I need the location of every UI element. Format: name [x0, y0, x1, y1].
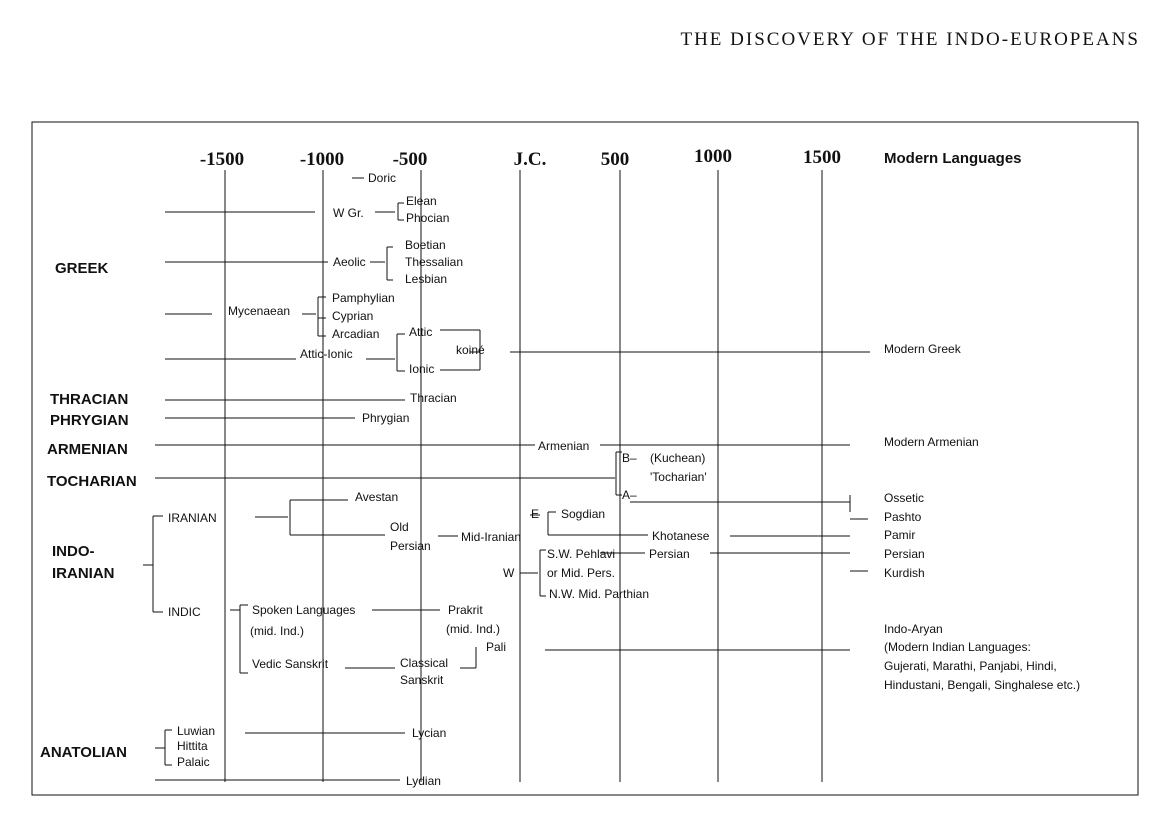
- language-label: koiné: [456, 343, 485, 357]
- language-label: W Gr.: [333, 206, 364, 220]
- timeline-tick: 1500: [803, 147, 841, 168]
- language-label: Lydian: [406, 774, 441, 788]
- language-label: Sogdian: [561, 507, 605, 521]
- language-label: Mycenaean: [228, 304, 290, 318]
- language-label: Boetian: [405, 238, 446, 252]
- language-label: Avestan: [355, 490, 398, 504]
- language-label: Aeolic: [333, 255, 366, 269]
- modern-language: Modern Greek: [884, 342, 962, 356]
- language-label: Pamphylian: [332, 291, 395, 305]
- language-label: or Mid. Pers.: [547, 566, 615, 580]
- language-label: Armenian: [538, 439, 589, 453]
- language-label: Thracian: [410, 391, 457, 405]
- language-label: N.W. Mid. Parthian: [549, 587, 649, 601]
- modern-language: Indo-Aryan: [884, 622, 943, 636]
- language-label: Arcadian: [332, 327, 379, 341]
- language-label: (Kuchean): [650, 451, 705, 465]
- language-label: Hittita: [177, 739, 208, 753]
- language-label: Phrygian: [362, 411, 409, 425]
- language-label: Luwian: [177, 724, 215, 738]
- language-label: Persian: [649, 547, 690, 561]
- language-label: (mid. Ind.): [446, 622, 500, 636]
- language-label: Classical: [400, 656, 448, 670]
- branch-label: TOCHARIAN: [47, 473, 137, 490]
- language-label: Mid-Iranian: [461, 530, 521, 544]
- modern-language: Persian: [884, 547, 925, 561]
- language-label: Lycian: [412, 726, 446, 740]
- branch-label: PHRYGIAN: [50, 412, 129, 429]
- language-label: INDIC: [168, 605, 201, 619]
- branches: GREEK THRACIAN PHRYGIAN ARMENIAN TOCHARIAN IN…: [40, 260, 137, 761]
- branch-label: THRACIAN: [50, 391, 128, 408]
- timeline-tick: -1000: [300, 149, 344, 170]
- language-label: Phocian: [406, 211, 449, 225]
- timeline-tick: 1000: [694, 146, 732, 167]
- language-label: Pali: [486, 640, 506, 654]
- language-label: Attic-Ionic: [300, 347, 353, 361]
- language-label: Attic: [409, 325, 432, 339]
- modern-language: Gujerati, Marathi, Panjabi, Hindi,: [884, 659, 1057, 673]
- languages: Doric W Gr. Elean Phocian Aeolic Boetian Thess…: [168, 171, 710, 788]
- language-label: Khotanese: [652, 529, 710, 543]
- language-label: 'Tocharian': [650, 470, 707, 484]
- modern-language: Kurdish: [884, 566, 925, 580]
- language-label: Old: [390, 520, 409, 534]
- modern-language: Ossetic: [884, 491, 924, 505]
- language-label: A–: [622, 488, 637, 502]
- timeline-tick: J.C.: [514, 149, 547, 170]
- branch-label: ARMENIAN: [47, 441, 128, 458]
- language-label: Cyprian: [332, 309, 373, 323]
- language-label: Prakrit: [448, 603, 483, 617]
- language-label: IRANIAN: [168, 511, 217, 525]
- language-label: E: [531, 507, 539, 521]
- branch-label: ANATOLIAN: [40, 744, 127, 761]
- language-label: Persian: [390, 539, 431, 553]
- language-label: Lesbian: [405, 272, 447, 286]
- modern-language: Pamir: [884, 528, 915, 542]
- timeline: -1500 -1000 -500 J.C. 500 1000 1500 Mode…: [200, 146, 1022, 170]
- branch-label: INDO-: [52, 543, 95, 560]
- modern-language: (Modern Indian Languages:: [884, 640, 1031, 654]
- timeline-tick: -1500: [200, 149, 244, 170]
- language-label: (mid. Ind.): [250, 624, 304, 638]
- language-label: Spoken Languages: [252, 603, 355, 617]
- language-label: Palaic: [177, 755, 210, 769]
- timeline-tick: 500: [601, 149, 630, 170]
- language-label: B–: [622, 451, 637, 465]
- branch-label: GREEK: [55, 260, 109, 277]
- header-title: THE DISCOVERY OF THE INDO-EUROPEANS: [680, 29, 1140, 50]
- modern-language: Modern Armenian: [884, 435, 979, 449]
- timeline-tick: -500: [393, 149, 428, 170]
- language-label: Sanskrit: [400, 673, 444, 687]
- language-label: Doric: [368, 171, 396, 185]
- branch-label: IRANIAN: [52, 565, 115, 582]
- language-label: S.W. Pehlavi: [547, 547, 615, 561]
- frame: [31, 121, 1139, 796]
- modern-languages: Modern Greek Modern Armenian Ossetic Pashto…: [884, 342, 1080, 692]
- modern-language: Pashto: [884, 510, 922, 524]
- connectors: [143, 170, 870, 782]
- modern-label: Modern Languages: [884, 150, 1022, 167]
- modern-language: Hindustani, Bengali, Singhalese etc.): [884, 678, 1080, 692]
- language-label: Elean: [406, 194, 437, 208]
- language-label: Thessalian: [405, 255, 463, 269]
- language-label: Ionic: [409, 362, 434, 376]
- language-label: W: [503, 566, 515, 580]
- language-label: Vedic Sanskrit: [252, 657, 329, 671]
